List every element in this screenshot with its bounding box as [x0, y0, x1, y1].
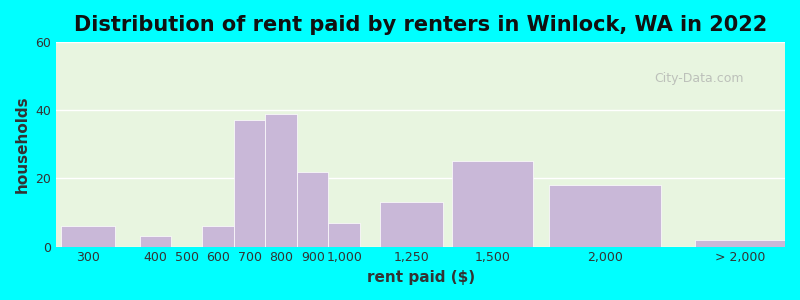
Bar	[380, 202, 443, 247]
Bar	[266, 114, 297, 247]
Bar	[202, 226, 234, 247]
Bar	[234, 121, 266, 247]
Bar	[297, 172, 329, 247]
Title: Distribution of rent paid by renters in Winlock, WA in 2022: Distribution of rent paid by renters in …	[74, 15, 767, 35]
X-axis label: rent paid ($): rent paid ($)	[366, 270, 474, 285]
Y-axis label: households: households	[15, 95, 30, 193]
Bar	[549, 185, 662, 247]
Bar	[452, 161, 533, 247]
Bar	[695, 240, 785, 247]
Bar	[329, 223, 360, 247]
Bar	[61, 226, 114, 247]
Text: City-Data.com: City-Data.com	[654, 72, 743, 86]
Bar	[139, 236, 171, 247]
